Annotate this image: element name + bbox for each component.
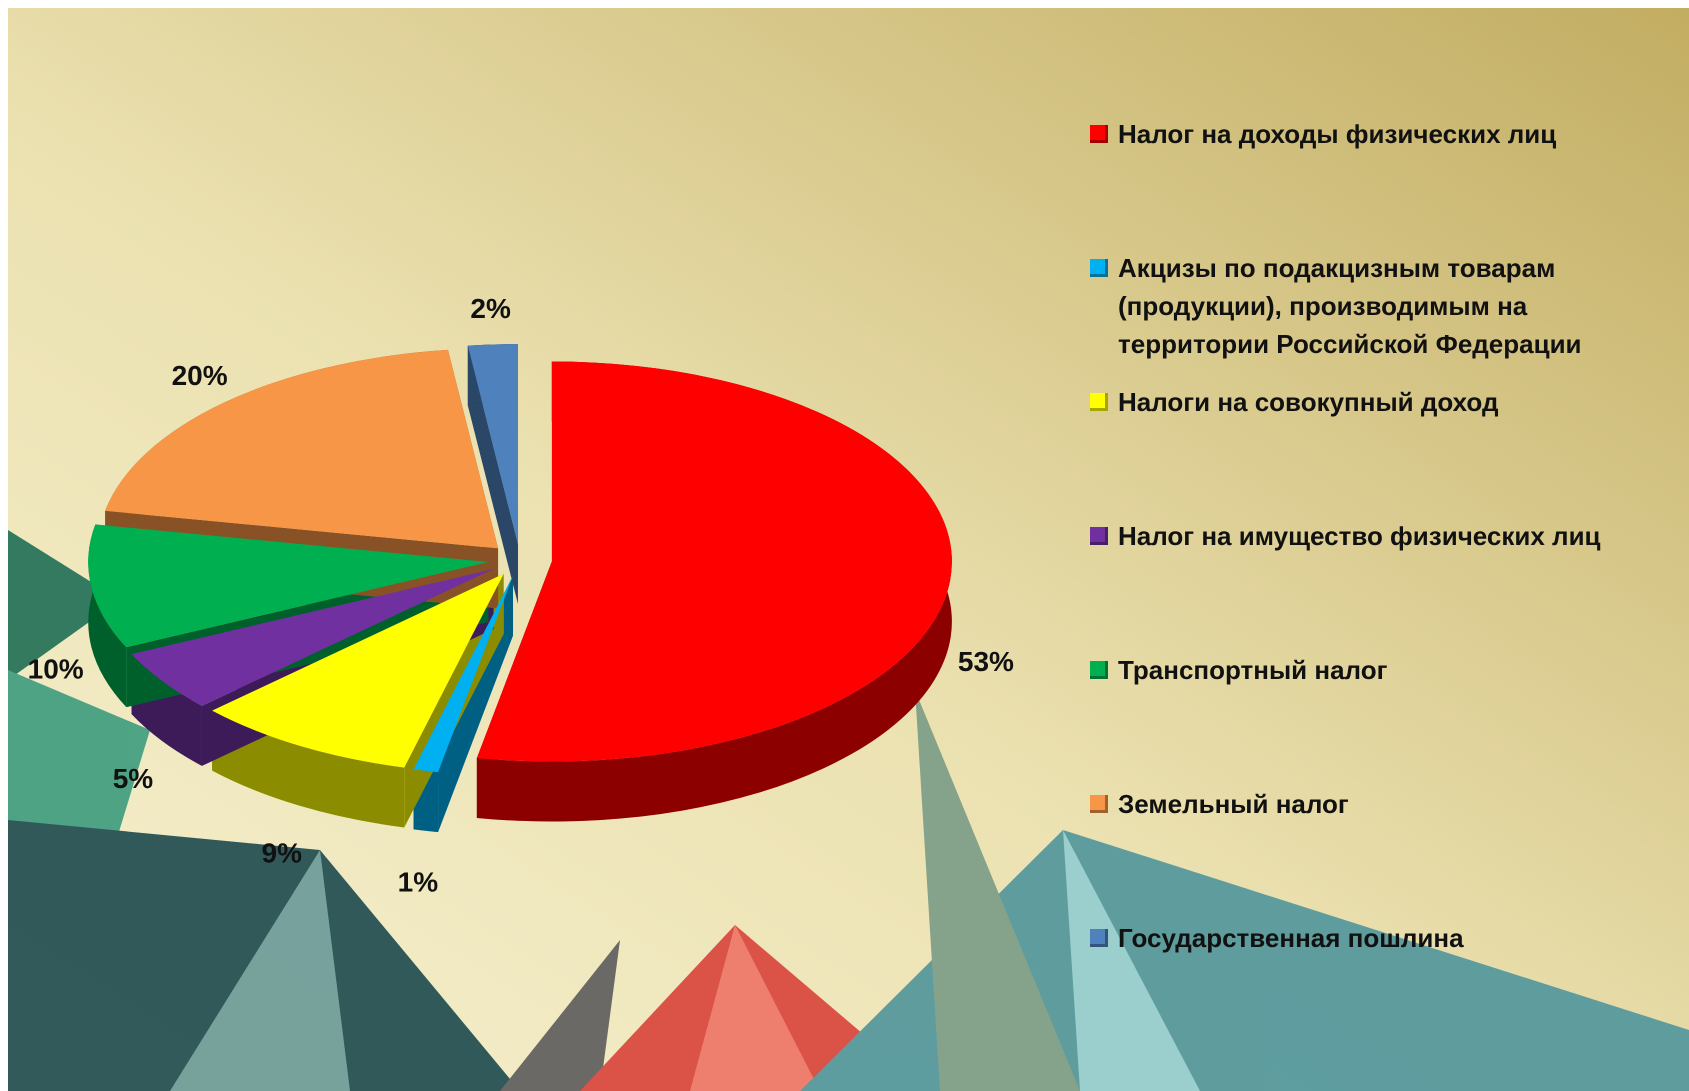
slice-side <box>212 710 405 828</box>
slice <box>131 568 494 706</box>
legend-swatch <box>1090 393 1108 411</box>
slice <box>467 344 518 545</box>
data-label: 5% <box>113 763 154 794</box>
data-label: 1% <box>398 866 439 897</box>
slice-shade <box>467 344 518 605</box>
slice <box>88 524 489 648</box>
legend-label: Налог на имущество физических лиц <box>1118 521 1601 551</box>
legend-swatch <box>1090 527 1108 545</box>
data-label: 2% <box>470 293 511 324</box>
slice-side <box>467 344 518 605</box>
legend-swatch <box>1090 795 1108 813</box>
legend-label: Земельный налог <box>1118 789 1349 819</box>
data-label: 53% <box>958 646 1014 677</box>
legend-label: Транспортный налог <box>1118 655 1388 685</box>
slice <box>105 349 499 549</box>
slice-tops <box>88 344 952 773</box>
slice <box>476 361 952 762</box>
legend-item: Налог на доходы физических лиц <box>1090 115 1650 153</box>
slice <box>212 573 504 768</box>
legend-label: Акцизы по подакцизным товарам (продукции… <box>1118 253 1582 359</box>
legend-swatch <box>1090 929 1108 947</box>
slice-side <box>88 524 127 708</box>
slice-shade <box>212 710 405 828</box>
data-label: 20% <box>172 360 228 391</box>
decoration <box>8 530 1689 1091</box>
legend-label: Налог на доходы физических лиц <box>1118 119 1557 149</box>
legend-item: Государственная пошлина <box>1090 919 1650 957</box>
legend-item: Акцизы по подакцизным товарам (продукции… <box>1090 249 1650 363</box>
legend-swatch <box>1090 259 1108 277</box>
slice-shade <box>88 524 127 708</box>
slice <box>413 575 514 773</box>
legend-label: Налоги на совокупный доход <box>1118 387 1499 417</box>
legend-swatch <box>1090 661 1108 679</box>
legend-swatch <box>1090 125 1108 143</box>
data-label: 9% <box>262 838 303 869</box>
legend-label: Государственная пошлина <box>1118 923 1464 953</box>
legend-item: Налоги на совокупный доход <box>1090 383 1650 421</box>
legend-item: Налог на имущество физических лиц <box>1090 517 1650 555</box>
data-label: 10% <box>28 654 84 685</box>
legend-item: Земельный налог <box>1090 785 1650 823</box>
legend-item: Транспортный налог <box>1090 651 1650 689</box>
